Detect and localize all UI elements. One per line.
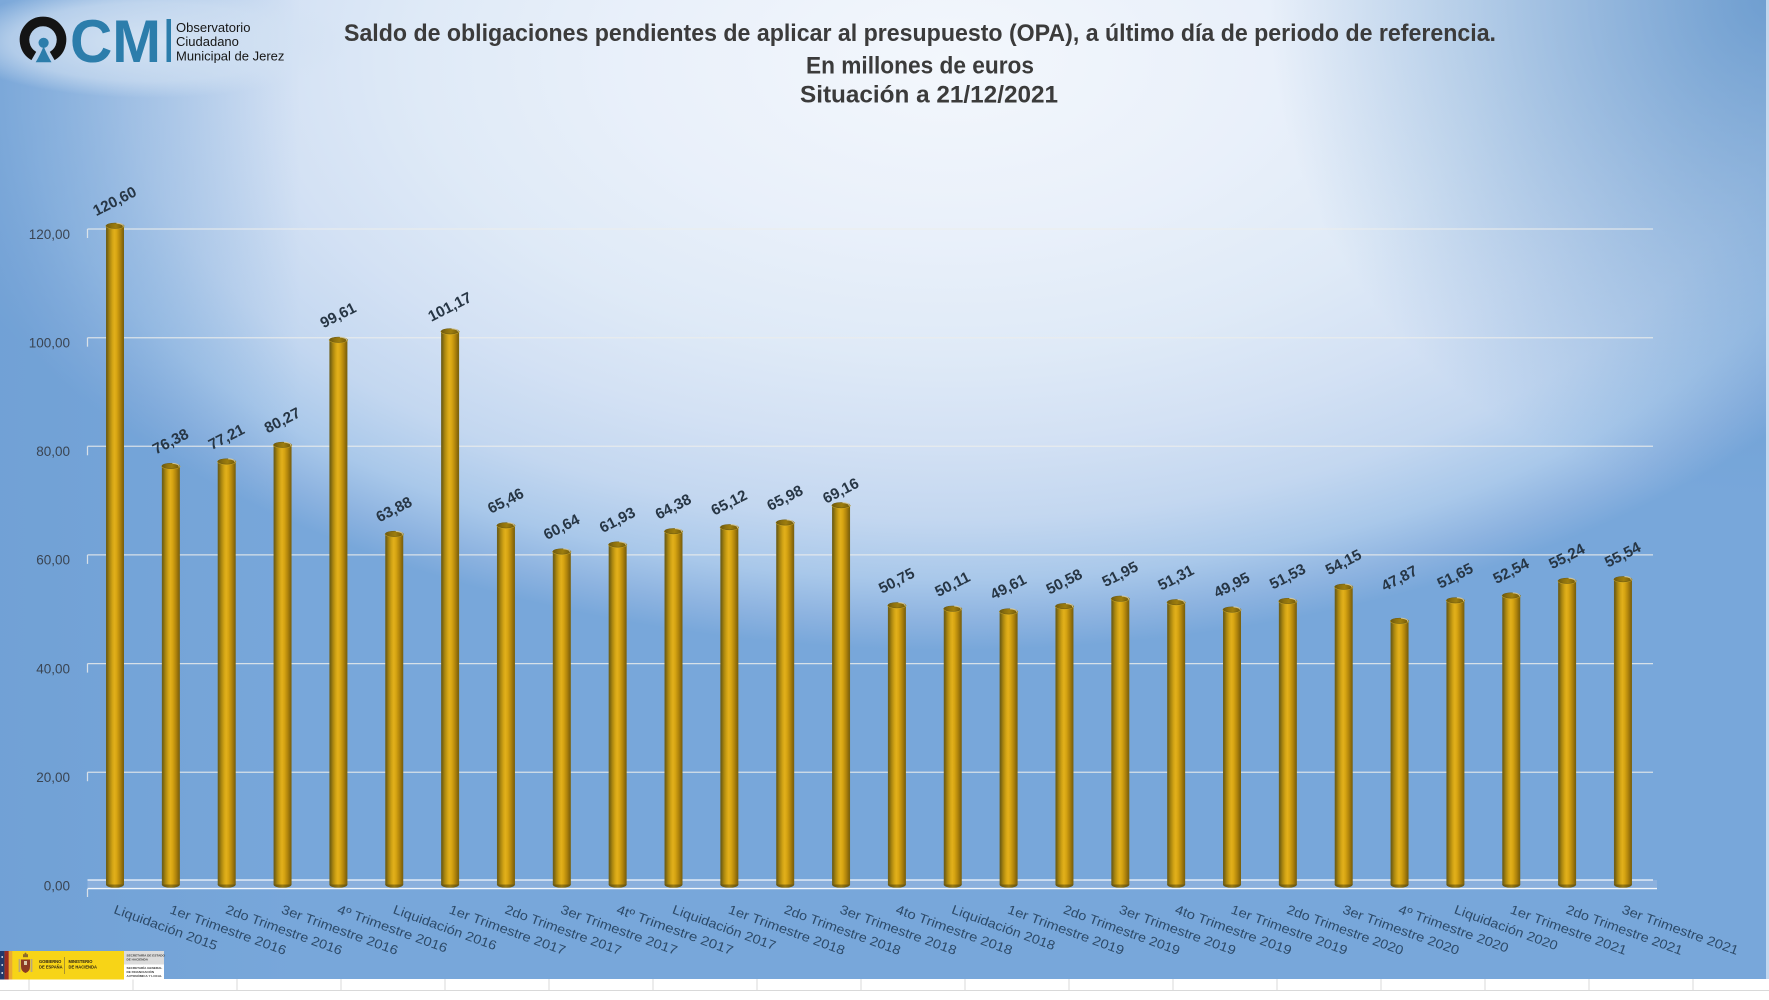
svg-text:Ciudadano: Ciudadano — [176, 34, 239, 49]
svg-text:DE ESPAÑA: DE ESPAÑA — [39, 965, 63, 970]
svg-text:SECRETARÍA DE ESTADO: SECRETARÍA DE ESTADO — [127, 952, 166, 957]
svg-text:0,00: 0,00 — [44, 879, 70, 894]
svg-text:DE HACIENDA: DE HACIENDA — [69, 965, 97, 970]
svg-text:AUTONÓMICA Y LOCAL: AUTONÓMICA Y LOCAL — [127, 973, 163, 978]
svg-text:20,00: 20,00 — [36, 770, 70, 785]
svg-text:Municipal de Jerez: Municipal de Jerez — [176, 49, 284, 64]
svg-text:Observatorio: Observatorio — [176, 20, 250, 35]
svg-text:100,00: 100,00 — [29, 336, 70, 351]
svg-text:40,00: 40,00 — [36, 661, 70, 676]
svg-text:MINISTERIO: MINISTERIO — [69, 959, 94, 964]
svg-text:80,00: 80,00 — [36, 444, 70, 459]
svg-text:Saldo de obligaciones pendient: Saldo de obligaciones pendientes de apli… — [344, 20, 1496, 47]
svg-text:DE HACIENDA: DE HACIENDA — [127, 958, 149, 962]
svg-text:GOBIERNO: GOBIERNO — [39, 959, 62, 964]
svg-text:120,00: 120,00 — [29, 227, 70, 242]
svg-text:60,00: 60,00 — [36, 553, 70, 568]
svg-text:CM: CM — [70, 7, 161, 75]
svg-text:SECRETARÍA GENERAL: SECRETARÍA GENERAL — [127, 965, 163, 970]
svg-text:En millones de euros: En millones de euros — [806, 53, 1034, 80]
svg-text:DE FINANCIACIÓN: DE FINANCIACIÓN — [127, 969, 155, 974]
svg-text:Situación a 21/12/2021: Situación a 21/12/2021 — [800, 82, 1058, 109]
